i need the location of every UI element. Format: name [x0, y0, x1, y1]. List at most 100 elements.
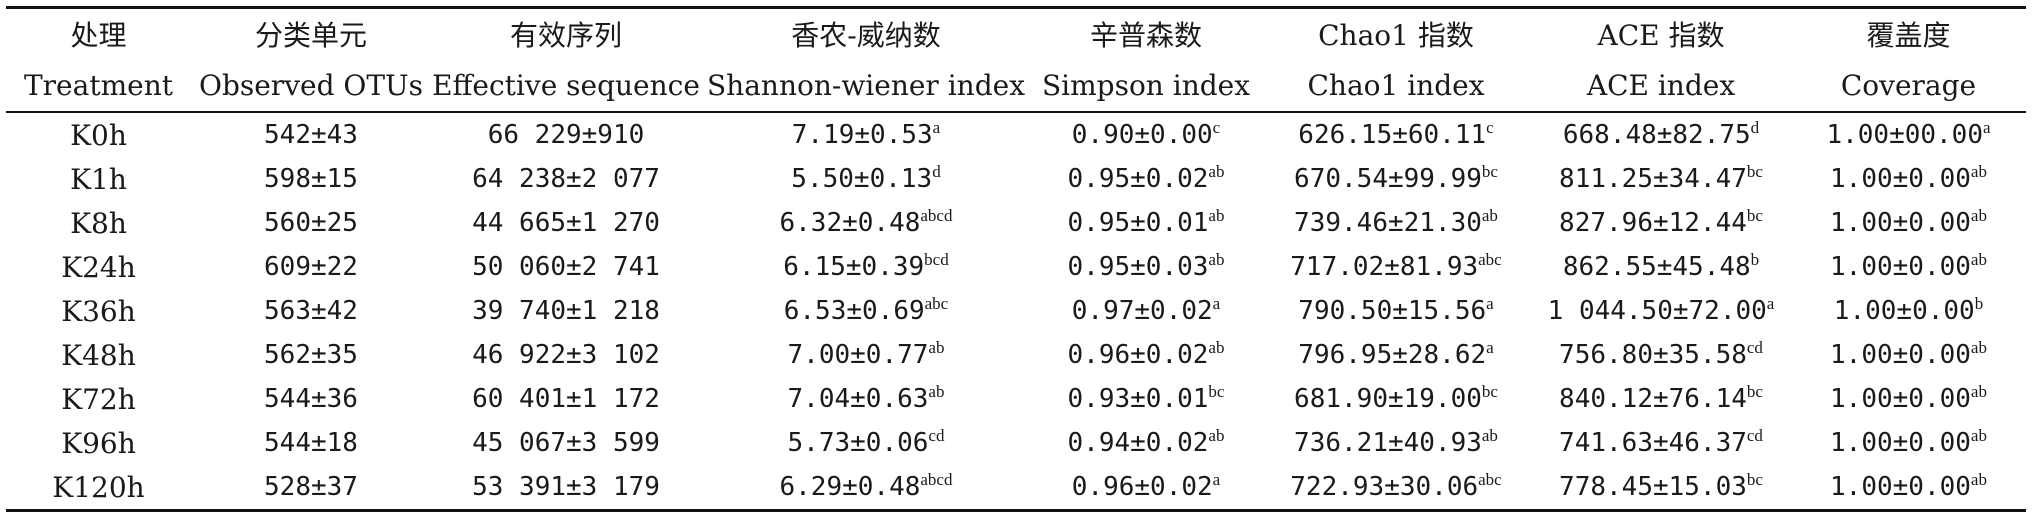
cell-effective-sequence: 53 391±3 179	[431, 465, 701, 512]
cell-ace: 811.25±34.47bc	[1531, 157, 1791, 201]
cell-coverage: 1.00±0.00ab	[1791, 201, 2026, 245]
cell-observed-otus: 528±37	[191, 465, 431, 512]
cell-simpson-significance: ab	[1208, 426, 1225, 445]
cell-shannon-significance: ab	[928, 338, 945, 357]
table-row: K1h 598±15 64 238±2 077 5.50±0.13d 0.95±0.02…	[6, 157, 2026, 201]
cell-coverage-significance: ab	[1970, 162, 1987, 181]
cell-shannon-significance: abcd	[920, 206, 953, 225]
cell-simpson-value: 0.97±0.02	[1071, 296, 1213, 326]
cell-ace-value: 668.48±82.75	[1562, 120, 1751, 150]
cell-coverage-significance: ab	[1970, 338, 1987, 357]
cell-coverage-value: 1.00±00.00	[1826, 120, 1983, 150]
cell-shannon: 7.00±0.77ab	[701, 333, 1031, 377]
cell-shannon-value: 6.53±0.69	[783, 296, 925, 326]
cell-treatment: K72h	[61, 382, 136, 416]
cell-chao1: 626.15±60.11c	[1261, 112, 1531, 157]
cell-ace-value: 756.80±35.58	[1559, 340, 1747, 370]
cell-simpson-significance: a	[1212, 294, 1221, 313]
cell-simpson-value: 0.95±0.03	[1067, 252, 1209, 282]
cell-ace: 756.80±35.58cd	[1531, 333, 1791, 377]
cell-effective-sequence: 64 238±2 077	[472, 164, 660, 194]
cell-shannon-value: 7.19±0.53	[791, 120, 933, 150]
cell-simpson-value: 0.94±0.02	[1067, 428, 1209, 458]
cell-simpson-significance: ab	[1208, 206, 1225, 225]
cell-chao1-value: 626.15±60.11	[1298, 120, 1487, 150]
cell-chao1: 670.54±99.99bc	[1261, 157, 1531, 201]
cell-observed-otus: 544±18	[264, 428, 358, 458]
cell-ace-significance: bc	[1746, 206, 1763, 225]
diversity-table-container: 处理 分类单元 有效序列 香农-威纳数 辛普森数 Chao1 指数 ACE 指数…	[6, 6, 2026, 512]
cell-shannon: 6.29±0.48abcd	[701, 465, 1031, 512]
cell-shannon-significance: d	[932, 162, 941, 181]
cell-coverage-value: 1.00±0.00	[1830, 384, 1971, 414]
cell-coverage: 1.00±0.00ab	[1791, 465, 2026, 512]
cell-simpson: 0.96±0.02a	[1031, 465, 1261, 512]
table-row: K0h 542±43 66 229±910 7.19±0.53a 0.90±0.00c 6…	[6, 112, 2026, 157]
cell-chao1: 790.50±15.56a	[1261, 289, 1531, 333]
cell-ace: 840.12±76.14bc	[1531, 377, 1791, 421]
header-row-chinese: 处理 分类单元 有效序列 香农-威纳数 辛普森数 Chao1 指数 ACE 指数…	[6, 6, 2026, 59]
cell-ace-significance: d	[1750, 118, 1760, 137]
header-sequence-en: Effective sequence	[431, 59, 701, 113]
cell-shannon-significance: a	[932, 118, 941, 137]
cell-treatment: K36h	[61, 294, 136, 328]
cell-shannon-value: 7.00±0.77	[787, 340, 929, 370]
header-otus-zh: 分类单元	[191, 6, 431, 59]
cell-chao1-significance: abc	[1478, 470, 1502, 489]
cell-simpson-value: 0.96±0.02	[1071, 472, 1213, 502]
cell-shannon-significance: abcd	[920, 470, 953, 489]
cell-chao1-significance: a	[1486, 294, 1494, 313]
cell-ace-value: 811.25±34.47	[1559, 164, 1747, 194]
header-row-english: Treatment Observed OTUs Effective sequen…	[6, 59, 2026, 113]
cell-ace: 668.48±82.75d	[1531, 112, 1791, 157]
cell-coverage-significance: b	[1974, 294, 1984, 313]
header-chao1-zh: Chao1 指数	[1261, 6, 1531, 59]
cell-shannon-value: 5.50±0.13	[791, 164, 933, 194]
cell-shannon: 5.50±0.13d	[701, 157, 1031, 201]
cell-simpson: 0.94±0.02ab	[1031, 421, 1261, 465]
cell-ace-significance: bc	[1746, 382, 1763, 401]
cell-shannon-value: 6.15±0.39	[783, 252, 925, 282]
cell-observed-otus: 598±15	[264, 164, 358, 194]
cell-coverage: 1.00±0.00b	[1791, 289, 2026, 333]
cell-chao1-value: 790.50±15.56	[1298, 296, 1487, 326]
cell-chao1-value: 739.46±21.30	[1294, 208, 1482, 238]
cell-ace-value: 778.45±15.03	[1559, 472, 1747, 502]
cell-simpson-value: 0.90±0.00	[1071, 120, 1213, 150]
cell-chao1: 736.21±40.93ab	[1261, 421, 1531, 465]
cell-chao1-value: 681.90±19.00	[1294, 384, 1482, 414]
cell-effective-sequence: 50 060±2 741	[472, 252, 660, 282]
cell-effective-sequence: 46 922±3 102	[472, 340, 660, 370]
cell-shannon: 6.15±0.39bcd	[701, 245, 1031, 289]
cell-chao1-value: 722.93±30.06	[1290, 472, 1479, 502]
header-shannon-en: Shannon-wiener index	[701, 59, 1031, 113]
cell-coverage: 1.00±0.00ab	[1791, 157, 2026, 201]
cell-coverage: 1.00±0.00ab	[1791, 421, 2026, 465]
cell-simpson-significance: a	[1212, 470, 1221, 489]
cell-simpson-significance: bc	[1208, 382, 1225, 401]
cell-coverage-value: 1.00±0.00	[1830, 164, 1971, 194]
cell-coverage-significance: ab	[1970, 382, 1987, 401]
header-coverage-en: Coverage	[1791, 59, 2026, 113]
cell-simpson-value: 0.93±0.01	[1067, 384, 1209, 414]
cell-shannon: 7.19±0.53a	[701, 112, 1031, 157]
table-body: K0h 542±43 66 229±910 7.19±0.53a 0.90±0.00c 6…	[6, 112, 2026, 512]
header-otus-en: Observed OTUs	[191, 59, 431, 113]
cell-observed-otus: 560±25	[264, 208, 358, 238]
cell-chao1: 796.95±28.62a	[1261, 333, 1531, 377]
cell-treatment: K96h	[61, 426, 136, 460]
cell-shannon-value: 6.32±0.48	[779, 208, 921, 238]
cell-chao1-value: 717.02±81.93	[1290, 252, 1479, 282]
cell-chao1-value: 736.21±40.93	[1294, 428, 1482, 458]
cell-shannon-significance: bcd	[924, 250, 949, 269]
cell-effective-sequence: 66 229±910	[487, 120, 645, 150]
cell-observed-otus: 562±35	[264, 340, 358, 370]
header-ace-en: ACE index	[1531, 59, 1791, 113]
cell-ace-value: 827.96±12.44	[1559, 208, 1747, 238]
cell-simpson: 0.95±0.03ab	[1031, 245, 1261, 289]
cell-treatment: K48h	[61, 338, 136, 372]
header-treatment-en: Treatment	[6, 59, 191, 113]
cell-coverage-value: 1.00±0.00	[1830, 428, 1971, 458]
cell-coverage-significance: ab	[1970, 250, 1987, 269]
cell-coverage: 1.00±00.00a	[1791, 112, 2026, 157]
